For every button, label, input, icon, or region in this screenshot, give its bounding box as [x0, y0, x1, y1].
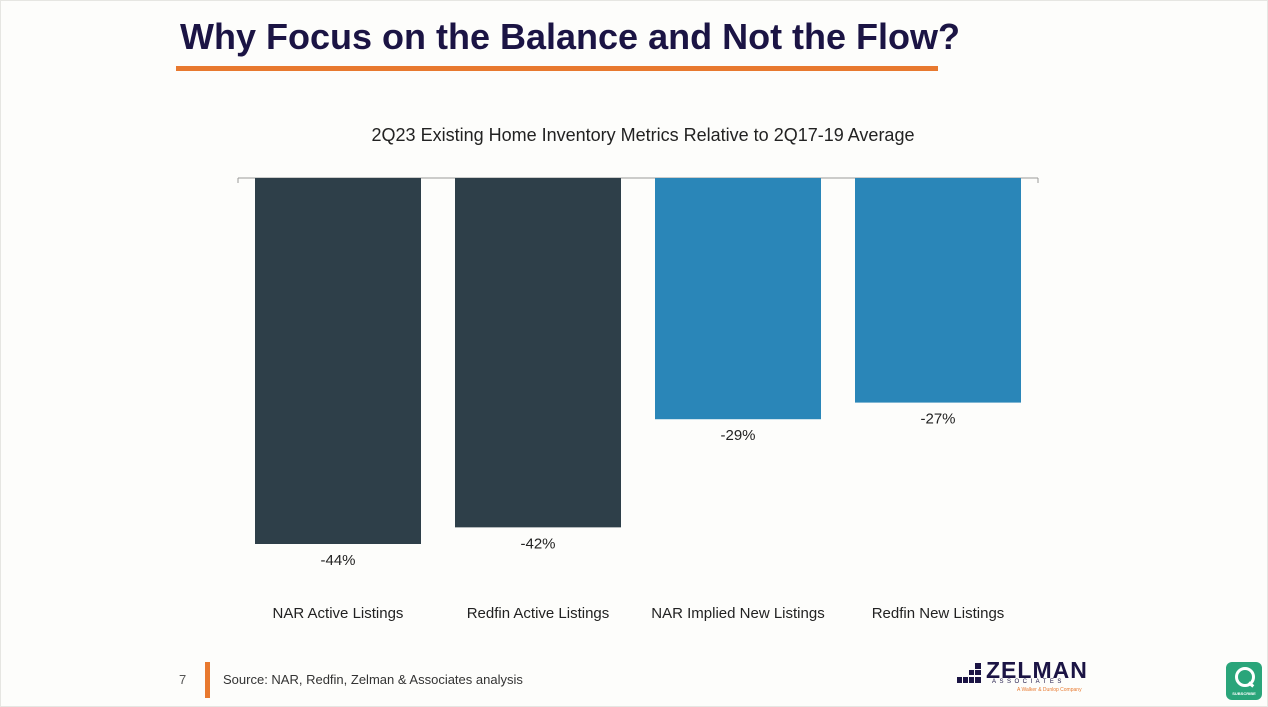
data-label-2: -42% [520, 535, 555, 552]
data-label-3: -29% [720, 427, 755, 444]
bars-group: -44% NAR Active Listings -42% Redfin Active… [255, 178, 1021, 622]
zelman-logo: ZELMAN ASSOCIATES A Walker & Dunlop Comp… [957, 657, 1107, 699]
logo-mark-icon [957, 663, 981, 683]
category-label-1: NAR Active Listings [273, 605, 404, 622]
title-underline [176, 66, 938, 71]
subscribe-label: SUBSCRIBE [1232, 691, 1256, 696]
bar-3 [655, 178, 821, 420]
logo-subtitle: ASSOCIATES [992, 679, 1065, 685]
category-label-2: Redfin Active Listings [467, 605, 610, 622]
data-label-1: -44% [320, 552, 355, 569]
logo-tagline: A Walker & Dunlop Company [1017, 687, 1082, 693]
chart-title: 2Q23 Existing Home Inventory Metrics Rel… [371, 125, 915, 145]
source-note: Source: NAR, Redfin, Zelman & Associates… [223, 672, 523, 687]
logo-name: ZELMAN [986, 657, 1088, 683]
category-label-3: NAR Implied New Listings [651, 605, 824, 622]
data-label-4: -27% [920, 411, 955, 428]
page-number: 7 [179, 672, 187, 687]
category-label-4: Redfin New Listings [872, 605, 1005, 622]
bar-1 [255, 178, 421, 544]
bar-4 [855, 178, 1021, 403]
bar-2 [455, 178, 621, 528]
subscribe-badge[interactable]: SUBSCRIBE [1226, 662, 1262, 700]
subscribe-icon [1235, 667, 1255, 687]
source-accent-bar [205, 662, 210, 698]
slide-title: Why Focus on the Balance and Not the Flo… [180, 16, 961, 57]
